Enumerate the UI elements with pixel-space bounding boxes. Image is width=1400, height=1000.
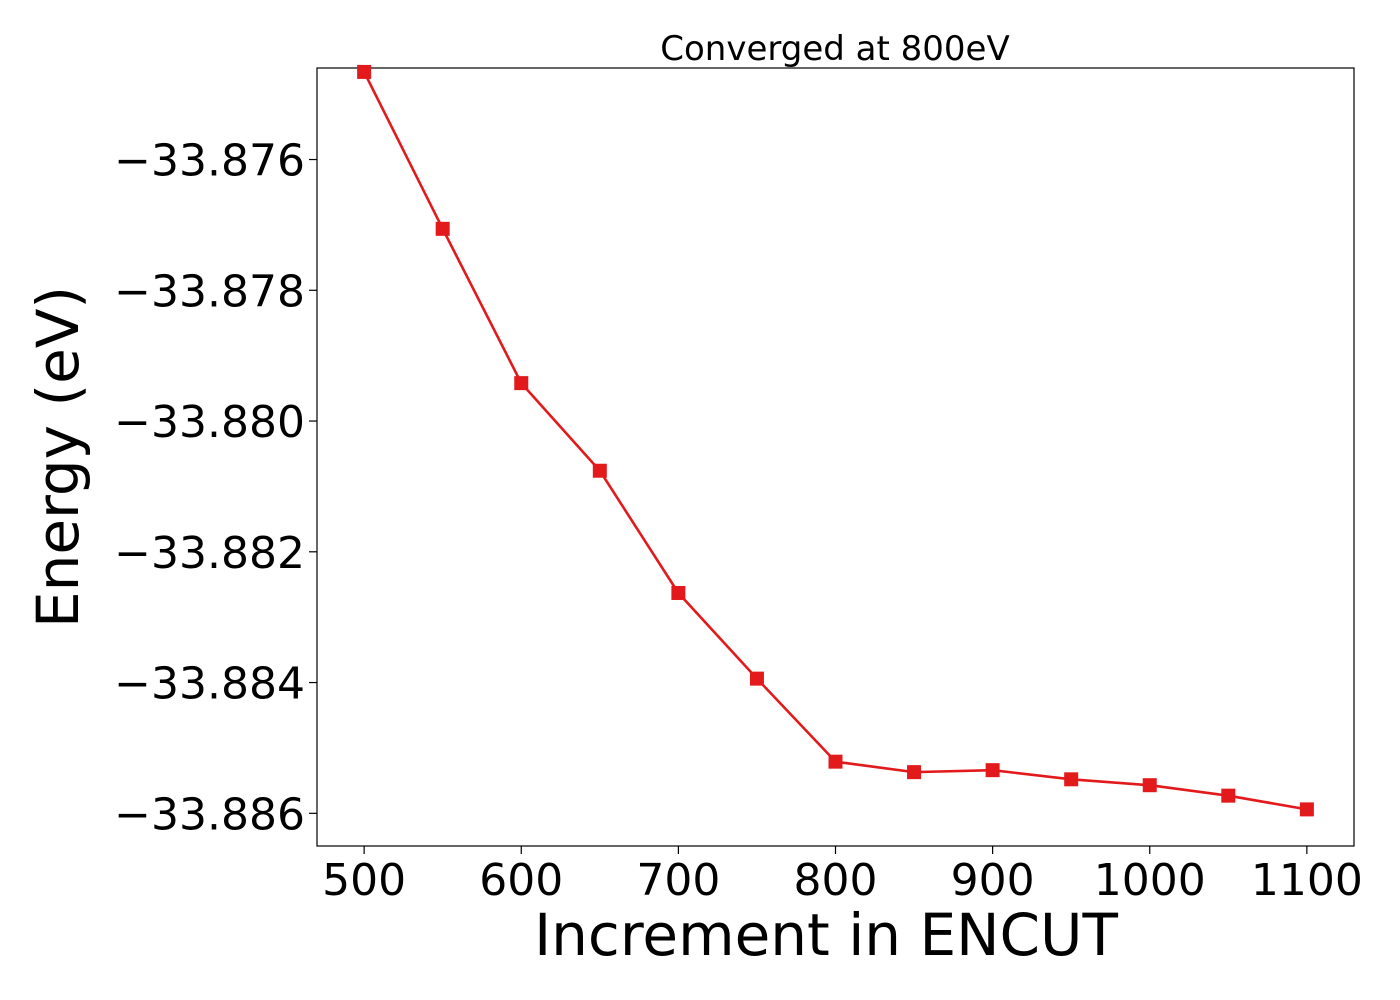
data-point — [592, 463, 607, 478]
y-tick-label: −33.880 — [114, 397, 305, 448]
chart-title: Converged at 800eV — [660, 29, 1009, 69]
data-point — [1064, 772, 1079, 787]
y-tick-label: −33.886 — [114, 789, 305, 840]
x-axis-label: Increment in ENCUT — [534, 901, 1118, 969]
data-point — [985, 763, 1000, 778]
y-tick-label: −33.882 — [114, 528, 305, 579]
x-tick-label: 600 — [479, 855, 563, 906]
data-point — [357, 64, 372, 79]
data-point — [514, 376, 529, 391]
x-tick-label: 1000 — [1094, 855, 1206, 906]
x-tick-label: 800 — [794, 855, 878, 906]
data-point — [671, 585, 686, 600]
data-point — [435, 221, 450, 236]
y-axis-label: Energy (eV) — [24, 286, 92, 628]
x-tick-label: 700 — [636, 855, 720, 906]
x-tick-label: 900 — [951, 855, 1035, 906]
data-point — [1142, 778, 1157, 793]
plot-frame — [316, 67, 1355, 847]
y-tick-label: −33.884 — [114, 659, 305, 710]
data-point — [1221, 788, 1236, 803]
data-point — [749, 671, 764, 686]
data-point — [828, 754, 843, 769]
y-tick-label: −33.878 — [114, 266, 305, 317]
data-point — [1299, 802, 1314, 817]
data-point — [907, 765, 922, 780]
x-tick-label: 1100 — [1251, 855, 1363, 906]
y-tick-label: −33.876 — [114, 136, 305, 187]
series-line — [362, 71, 1308, 811]
x-tick-label: 500 — [322, 855, 406, 906]
plot-area: 500 600 700 800 900 1000 1100 −33.876 −33.878 −33… — [114, 64, 1363, 906]
